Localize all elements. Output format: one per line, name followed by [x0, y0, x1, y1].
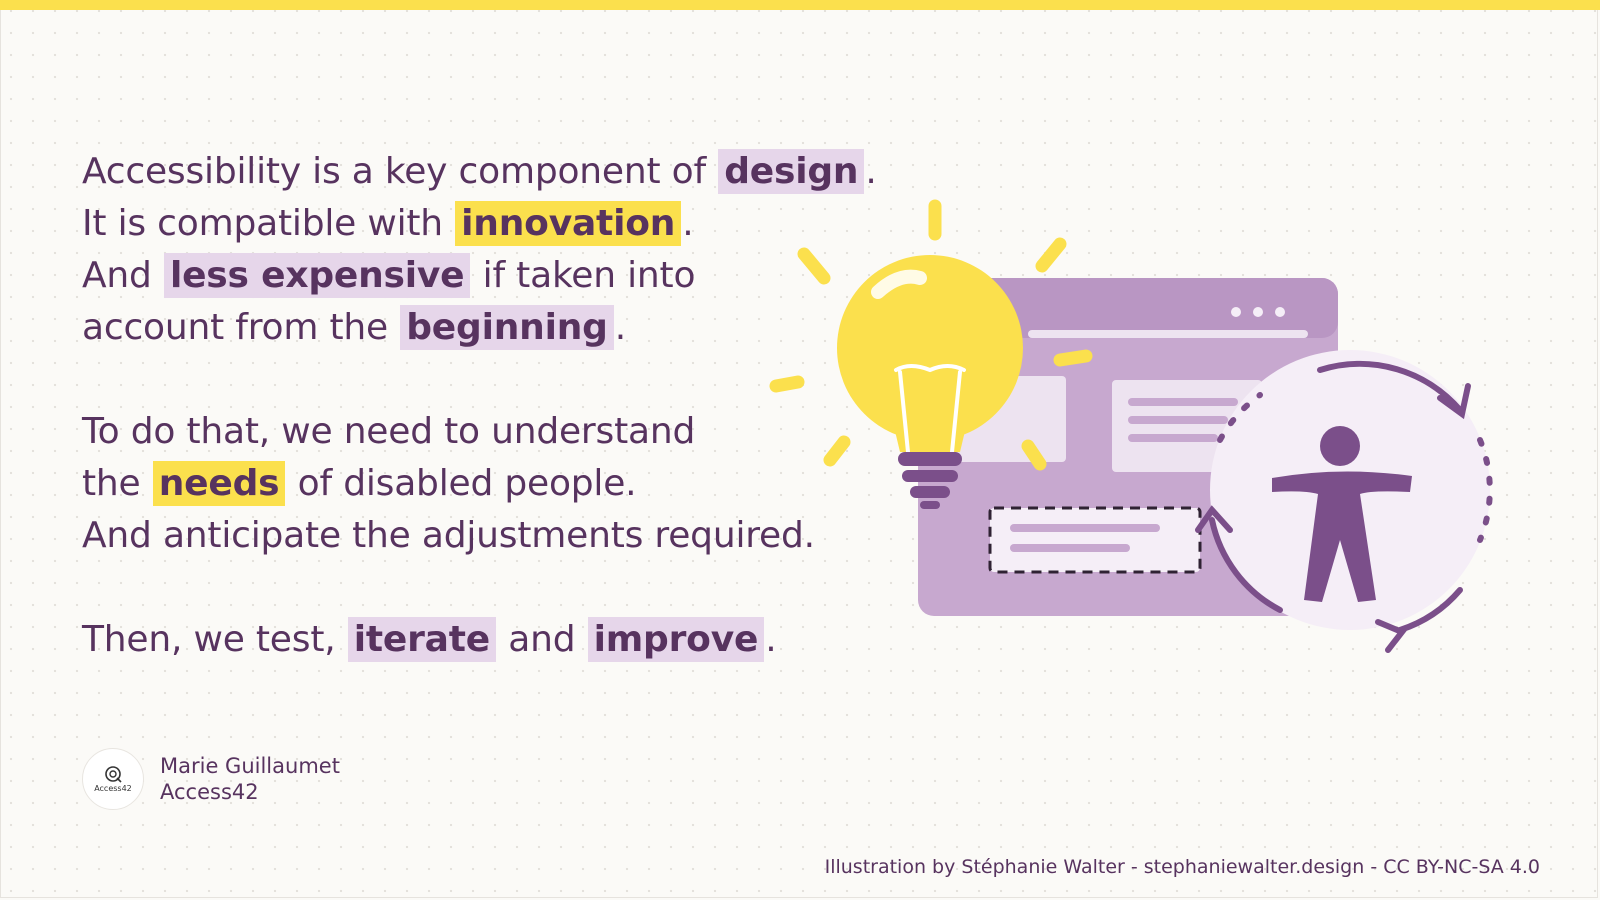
illustration-credit: Illustration by Stéphanie Walter - steph…: [824, 856, 1540, 878]
text-segment: if taken into: [471, 255, 696, 296]
accessibility-badge: [1195, 350, 1493, 653]
text-segment: the: [82, 463, 152, 504]
text-line: Then, we test, iterate and improve.: [82, 614, 902, 666]
highlighted-word: iterate: [347, 617, 496, 662]
author-org: Access42: [160, 780, 259, 804]
text-segment: .: [865, 151, 877, 192]
text-segment: .: [614, 307, 626, 348]
text-segment: .: [765, 619, 777, 660]
accessibility-person-icon: [1272, 426, 1412, 602]
highlighted-word: design: [718, 149, 865, 194]
highlighted-word: less expensive: [163, 253, 471, 298]
text-segment: Accessibility is a key component of: [82, 151, 718, 192]
text-segment: and: [496, 619, 587, 660]
text-segment: And anticipate the adjustments required.: [82, 515, 815, 556]
illustration: [769, 199, 1493, 653]
text-line: It is compatible with innovation.: [82, 198, 902, 250]
logo-text: Access42: [94, 784, 132, 793]
author-info: Marie Guillaumet Access42: [160, 753, 340, 805]
text-segment: of disabled people.: [286, 463, 637, 504]
text-line: To do that, we need to understand: [82, 406, 902, 458]
author-block: Access42 Marie Guillaumet Access42: [82, 748, 340, 810]
text-line: Accessibility is a key component of desi…: [82, 146, 902, 198]
top-accent-bar: [0, 0, 1600, 10]
text-line: account from the beginning.: [82, 302, 902, 354]
highlighted-word: needs: [152, 461, 286, 506]
text-segment: .: [682, 203, 694, 244]
highlighted-word: improve: [587, 617, 765, 662]
text-line: And anticipate the adjustments required.: [82, 510, 902, 562]
text-segment: account from the: [82, 307, 400, 348]
refresh-cycle-icon: [1195, 360, 1493, 653]
author-name: Marie Guillaumet: [160, 754, 340, 778]
text-segment: Then, we test,: [82, 619, 347, 660]
paragraph: Accessibility is a key component of desi…: [82, 146, 902, 354]
text-line: And less expensive if taken into: [82, 250, 902, 302]
slide-text: Accessibility is a key component of desi…: [82, 146, 902, 666]
paragraph: Then, we test, iterate and improve.: [82, 614, 902, 666]
text-segment: To do that, we need to understand: [82, 411, 696, 452]
access42-logo-icon: Access42: [82, 748, 144, 810]
highlighted-word: beginning: [400, 305, 614, 350]
text-segment: And: [82, 255, 163, 296]
paragraph: To do that, we need to understand the nee…: [82, 406, 902, 562]
text-line: the needs of disabled people.: [82, 458, 902, 510]
lightbulb-icon: [769, 199, 1093, 509]
highlighted-word: innovation: [455, 201, 682, 246]
text-segment: It is compatible with: [82, 203, 455, 244]
logo-mark: [105, 766, 122, 783]
